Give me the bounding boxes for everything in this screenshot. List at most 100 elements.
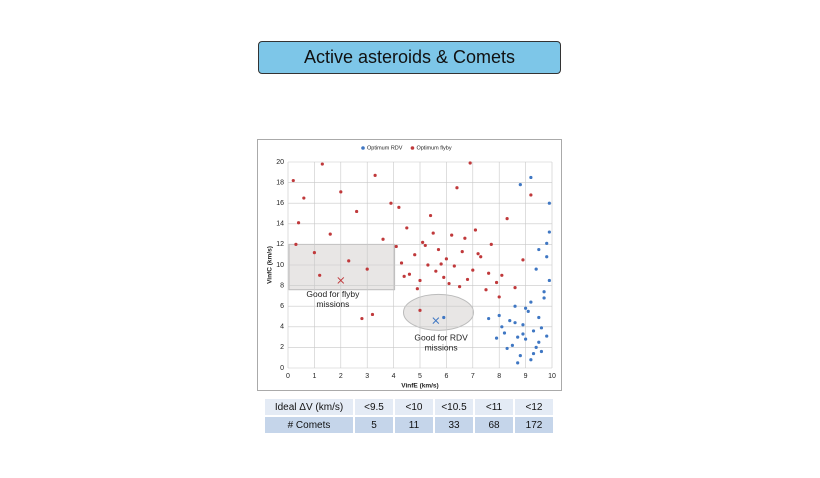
annotation: missions (425, 342, 458, 352)
cross-marker (432, 317, 440, 324)
point (489, 242, 493, 246)
point (328, 232, 332, 236)
table-cell: # Comets (265, 417, 353, 433)
y-tick-label: 20 (276, 159, 284, 166)
point (418, 278, 422, 283)
point (405, 226, 409, 230)
x-tick-label: 3 (365, 373, 369, 380)
point (399, 261, 404, 265)
point (312, 251, 316, 255)
point (521, 332, 525, 336)
table-cell: 68 (475, 417, 513, 433)
point (542, 296, 546, 300)
table-cell: 5 (355, 417, 393, 433)
point (505, 217, 509, 221)
point (463, 236, 467, 240)
legend-label: Optimum flyby (416, 145, 451, 151)
point (460, 250, 464, 254)
x-tick-label: 8 (497, 373, 501, 380)
legend-swatch (410, 146, 415, 150)
point (418, 308, 422, 312)
point (413, 253, 417, 257)
point (513, 286, 517, 290)
point (434, 269, 438, 273)
x-axis-label: VinfE (km/s) (401, 383, 438, 390)
y-tick-label: 2 (280, 344, 284, 351)
point (545, 255, 549, 259)
point (537, 247, 541, 252)
point (529, 358, 533, 362)
point (534, 267, 538, 271)
point (381, 237, 385, 241)
y-tick-label: 0 (280, 365, 284, 372)
title-banner: Active asteroids & Comets (258, 41, 561, 74)
point (545, 241, 549, 245)
point (521, 323, 525, 327)
point (547, 201, 551, 205)
point (442, 315, 446, 320)
point (524, 337, 528, 341)
point (468, 161, 472, 165)
y-tick-label: 18 (276, 179, 284, 186)
legend-label: Optimum RDV (367, 145, 403, 151)
point (531, 351, 536, 356)
x-tick-label: 9 (524, 373, 528, 380)
point (487, 316, 491, 321)
point (516, 335, 520, 339)
point (484, 288, 488, 292)
point (494, 280, 499, 285)
point (302, 196, 306, 200)
point (471, 268, 475, 272)
point (436, 247, 441, 252)
table-row: # Comets 5 11 33 68 172 (265, 417, 553, 433)
point (539, 326, 544, 330)
point (513, 304, 517, 308)
point (473, 228, 478, 232)
point (428, 213, 433, 218)
point (505, 346, 509, 351)
x-tick-label: 2 (339, 373, 343, 380)
point (479, 255, 483, 259)
point (415, 287, 419, 291)
point (529, 175, 533, 180)
y-tick-label: 4 (280, 324, 284, 331)
table-cell: <12 (515, 399, 553, 415)
point (508, 319, 512, 323)
table-cell: <11 (475, 399, 513, 415)
x-tick-label: 0 (286, 373, 290, 380)
point (421, 240, 425, 244)
table-row: Ideal ΔV (km/s) <9.5 <10 <10.5 <11 <12 (265, 399, 553, 415)
annotation: Good for RDV (414, 332, 468, 342)
point (294, 242, 298, 246)
point (487, 271, 491, 275)
table-cell: <9.5 (355, 399, 393, 415)
point (365, 267, 369, 271)
annotation: Good for flyby (306, 289, 360, 299)
point (370, 312, 375, 317)
point (373, 173, 377, 177)
table-cell: 33 (435, 417, 473, 433)
point (455, 186, 459, 190)
point (500, 325, 504, 329)
rdv-region (402, 293, 474, 331)
point (521, 258, 525, 262)
legend-swatch (361, 146, 365, 150)
point (407, 272, 412, 276)
point (360, 316, 364, 321)
cross-stroke (337, 277, 345, 284)
point (534, 345, 538, 349)
point (547, 230, 551, 234)
point (339, 190, 343, 194)
point (526, 309, 530, 313)
y-tick-label: 8 (280, 282, 284, 289)
point (497, 295, 501, 299)
point (513, 321, 517, 325)
point (494, 336, 499, 340)
x-tick-label: 4 (392, 373, 396, 380)
point (291, 178, 295, 183)
y-axis-label: VinfC (km/s) (267, 246, 274, 284)
table-cell: 11 (395, 417, 433, 433)
y-tick-label: 12 (276, 241, 284, 248)
point (537, 315, 541, 320)
